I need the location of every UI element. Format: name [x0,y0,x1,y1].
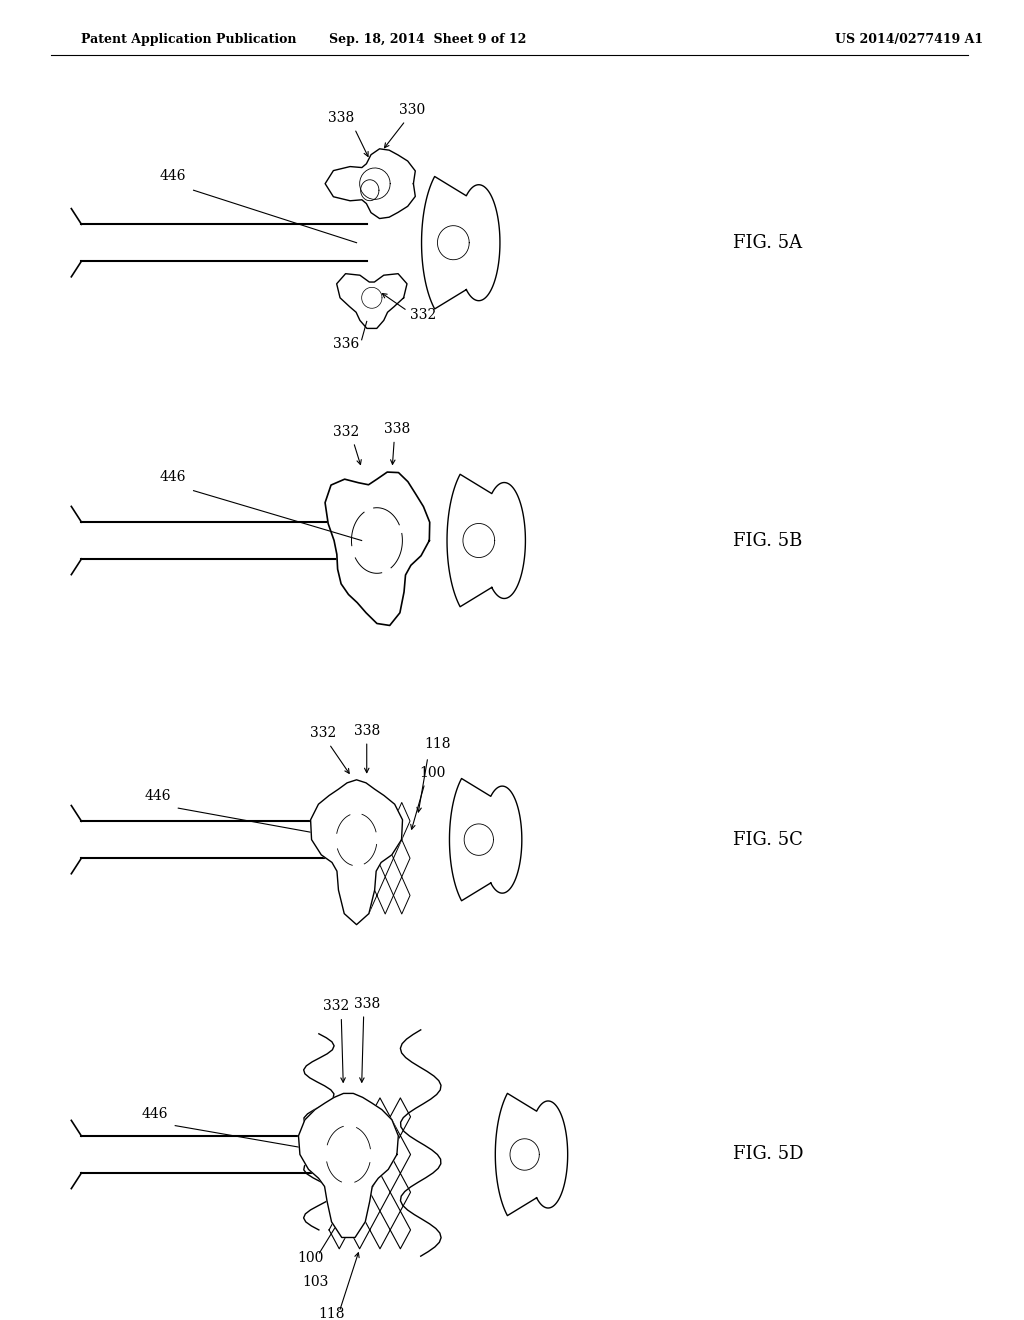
Text: 100: 100 [420,766,446,780]
Text: 332: 332 [410,308,436,322]
Text: 330: 330 [399,103,426,117]
Polygon shape [326,149,416,219]
Polygon shape [447,474,525,607]
Text: 446: 446 [160,470,186,484]
Text: 332: 332 [310,726,336,741]
Text: 446: 446 [141,1106,168,1121]
Text: 338: 338 [384,422,411,436]
Polygon shape [337,273,407,329]
Text: 118: 118 [425,737,452,751]
Text: US 2014/0277419 A1: US 2014/0277419 A1 [836,33,983,46]
Text: 446: 446 [160,169,186,182]
Polygon shape [325,473,430,626]
Text: 103: 103 [303,1275,329,1288]
Text: 338: 338 [353,723,380,738]
Text: 336: 336 [333,337,359,351]
Polygon shape [496,1093,567,1216]
Polygon shape [422,177,500,309]
Polygon shape [450,779,522,900]
Polygon shape [298,1093,398,1237]
Text: 100: 100 [298,1251,324,1265]
Text: FIG. 5C: FIG. 5C [733,830,804,849]
Text: Patent Application Publication: Patent Application Publication [82,33,297,46]
Polygon shape [310,780,402,924]
Text: 338: 338 [328,111,354,125]
Text: 338: 338 [353,997,380,1011]
Text: 446: 446 [144,789,171,804]
Text: Sep. 18, 2014  Sheet 9 of 12: Sep. 18, 2014 Sheet 9 of 12 [329,33,526,46]
Text: 332: 332 [323,999,349,1014]
Text: 332: 332 [333,425,359,438]
Text: FIG. 5D: FIG. 5D [733,1146,804,1163]
Text: 118: 118 [317,1308,344,1320]
Text: FIG. 5A: FIG. 5A [733,234,803,252]
Text: FIG. 5B: FIG. 5B [733,532,803,549]
